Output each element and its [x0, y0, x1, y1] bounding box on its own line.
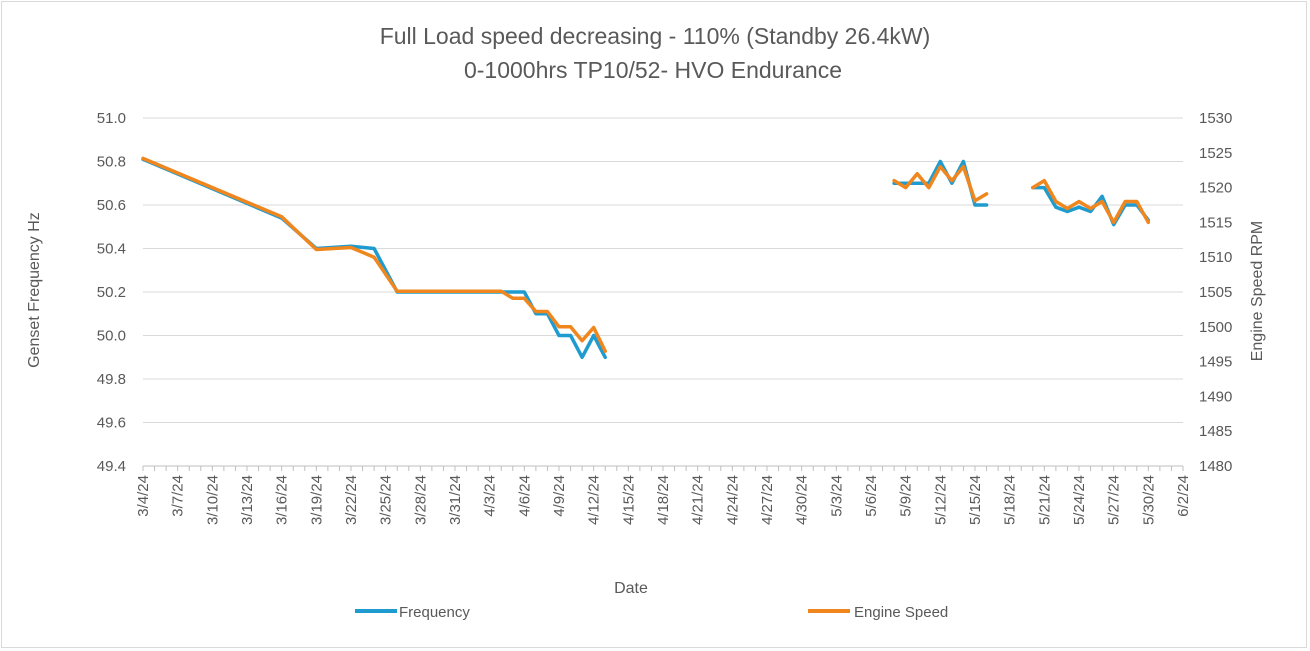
y-tick-label: 50.2 — [97, 284, 126, 301]
y-tick-label: 50.8 — [97, 154, 126, 171]
y2-tick-label: 1530 — [1199, 110, 1232, 127]
chart-title: Full Load speed decreasing - 110% (Stand… — [380, 23, 931, 49]
y-tick-label: 50.4 — [97, 241, 126, 258]
x-tick-label: 4/27/24 — [759, 475, 776, 525]
x-tick-label: 5/6/24 — [863, 475, 880, 517]
y-tick-label: 50.6 — [97, 197, 126, 214]
y-axis-right: 1530 1525 1520 1515 1510 1505 1500 1495 1490 1485… — [1199, 110, 1232, 475]
x-tick-label: 4/24/24 — [724, 475, 741, 525]
x-tick-label: 3/13/24 — [239, 475, 256, 525]
y2-tick-label: 1500 — [1199, 319, 1232, 336]
y-tick-label: 49.4 — [97, 458, 126, 475]
y2-tick-label: 1520 — [1199, 180, 1232, 197]
x-tick-label: 3/19/24 — [308, 475, 325, 525]
engine-speed-series-line — [1031, 178, 1151, 225]
x-axis-label: Date — [614, 580, 648, 597]
x-tick-label: 3/16/24 — [274, 475, 291, 525]
x-tick-label: 4/3/24 — [482, 475, 499, 517]
x-tick-label: 3/10/24 — [204, 475, 221, 525]
x-tick-label: 3/31/24 — [447, 475, 464, 525]
x-tick-label: 6/2/24 — [1175, 475, 1192, 517]
x-tick-label: 5/12/24 — [932, 475, 949, 525]
x-tick-label: 4/18/24 — [655, 475, 672, 525]
y2-tick-label: 1510 — [1199, 249, 1232, 266]
chart-subtitle: 0-1000hrs TP10/52- HVO Endurance — [464, 57, 842, 83]
y2-tick-label: 1490 — [1199, 388, 1232, 405]
y-tick-label: 49.6 — [97, 415, 126, 432]
y2-tick-label: 1515 — [1199, 214, 1232, 231]
x-tick-label: 4/30/24 — [794, 475, 811, 525]
gridlines — [143, 117, 1183, 467]
x-tick-label: 3/22/24 — [343, 475, 360, 525]
x-tick-label: 5/3/24 — [828, 475, 845, 517]
y2-tick-label: 1480 — [1199, 458, 1232, 475]
x-tick-label: 5/21/24 — [1036, 475, 1053, 525]
x-tick-label: 5/30/24 — [1140, 475, 1157, 525]
x-tick-label: 3/25/24 — [378, 475, 395, 525]
y-tick-label: 49.8 — [97, 371, 126, 388]
x-tick-label: 4/21/24 — [690, 475, 707, 525]
legend-label-frequency: Frequency — [399, 604, 470, 621]
y-tick-label: 50.0 — [97, 328, 126, 345]
y-axis-left: 51.0 50.8 50.6 50.4 50.2 50.0 49.8 49.6 49.4 — [97, 110, 126, 475]
series-group — [141, 156, 1151, 360]
x-tick-label: 3/28/24 — [412, 475, 429, 525]
x-tick-label: 3/4/24 — [135, 475, 152, 517]
y2-tick-label: 1485 — [1199, 423, 1232, 440]
legend: Frequency Engine Speed — [355, 604, 948, 621]
x-tick-label: 5/15/24 — [967, 475, 984, 525]
engine-speed-series-line — [141, 156, 607, 353]
x-tick-label: 3/7/24 — [170, 475, 187, 517]
x-tick-label: 5/9/24 — [898, 475, 915, 517]
x-tick-label: 4/9/24 — [551, 475, 568, 517]
x-tick-label: 4/6/24 — [516, 475, 533, 517]
legend-label-engine-speed: Engine Speed — [854, 604, 948, 621]
y2-tick-label: 1505 — [1199, 284, 1232, 301]
frequency-series-line — [1031, 185, 1151, 227]
y2-tick-label: 1525 — [1199, 145, 1232, 162]
x-tick-label: 4/15/24 — [620, 475, 637, 525]
y2-tick-label: 1495 — [1199, 354, 1232, 371]
x-tick-label: 5/27/24 — [1106, 475, 1123, 525]
x-tick-label: 5/24/24 — [1071, 475, 1088, 525]
y-axis-label: Genset Frequency Hz — [26, 212, 43, 368]
x-tick-label: 5/18/24 — [1002, 475, 1019, 525]
x-axis: 3/4/24 3/7/24 3/10/24 3/13/24 3/16/24 3/19/24… — [135, 465, 1192, 525]
x-tick-label: 4/12/24 — [586, 475, 603, 525]
y-tick-label: 51.0 — [97, 110, 126, 127]
y2-axis-label: Engine Speed RPM — [1249, 221, 1266, 362]
engine-speed-series-line — [892, 164, 989, 203]
